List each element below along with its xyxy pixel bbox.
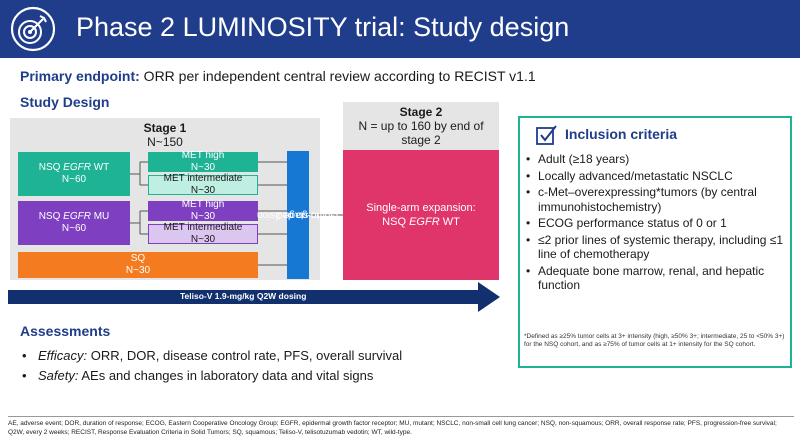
assessment-label: Efficacy: [38, 348, 88, 363]
list-item: Efficacy: ORR, DOR, disease control rate… [20, 346, 500, 366]
subgroup-met-high: MET high N~30 [148, 199, 258, 222]
single-arm-expansion: Single-arm expansion: NSQ EGFR WT [343, 150, 499, 280]
inclusion-criteria-list: Adult (≥18 years) Locally advanced/metas… [524, 152, 788, 295]
subgroup-n: N~30 [190, 234, 216, 245]
cohort-label: NSQ [38, 211, 64, 222]
subgroup-met-high: MET high N~30 [148, 150, 258, 173]
go-no-go-decision: Go/no-go decision to stage 2 [257, 151, 339, 279]
subgroup-label: MET high [181, 199, 225, 210]
abbreviations-footnote: AE, adverse event; DOR, duration of resp… [8, 416, 794, 437]
subgroup-met-intermediate: MET intermediate N~30 [148, 173, 258, 196]
expansion-gene: EGFR [409, 216, 440, 228]
subgroup-n: N~30 [190, 162, 216, 173]
subgroup-met-intermediate: MET intermediate N~30 [148, 222, 258, 245]
list-item: Safety: AEs and changes in laboratory da… [20, 366, 500, 386]
subgroup-n: N~30 [190, 211, 216, 222]
cohort-n: N~60 [61, 174, 87, 185]
subgroup-label: MET intermediate [163, 173, 243, 184]
checkbox-icon [536, 125, 557, 145]
cohort-label: NSQ [38, 162, 64, 173]
stage2-header: Stage 2 N = up to 160 by end of stage 2 [343, 105, 499, 147]
primary-endpoint: Primary endpoint: ORR per independent ce… [20, 68, 536, 84]
expansion-status: WT [439, 216, 460, 228]
page-title: Phase 2 LUMINOSITY trial: Study design [76, 12, 570, 42]
list-item: Locally advanced/metastatic NSCLC [524, 169, 788, 184]
stage1-n: N~150 [147, 135, 183, 149]
subgroup-label: MET high [181, 150, 225, 161]
cohort-nsq-egfr-mu: NSQ EGFR MU N~60 [18, 201, 130, 245]
cohort-sq: SQ N~30 [18, 252, 258, 278]
list-item: ECOG performance status of 0 or 1 [524, 216, 788, 231]
list-item: Adequate bone marrow, renal, and hepatic… [524, 264, 788, 293]
primary-endpoint-label: Primary endpoint: [20, 68, 140, 84]
list-item: Adult (≥18 years) [524, 152, 788, 167]
inclusion-footnote: *Defined as ≥25% tumor cells at 3+ inten… [524, 333, 785, 348]
expansion-cohort: NSQ [382, 216, 410, 228]
list-item: c-Met–overexpressing*tumors (by central … [524, 185, 788, 214]
subgroup-label: MET intermediate [163, 222, 243, 233]
target-icon [10, 6, 56, 52]
assessment-text: AEs and changes in laboratory data and v… [78, 368, 374, 383]
cohort-n: N~30 [125, 265, 151, 276]
expansion-label: Single-arm expansion: [366, 202, 476, 214]
decision-line2: to stage 2 [276, 209, 320, 221]
assessment-text: ORR, DOR, disease control rate, PFS, ove… [87, 348, 403, 363]
dosing-arrow [8, 282, 500, 312]
study-design-heading: Study Design [20, 94, 110, 110]
cohort-n: N~60 [61, 223, 87, 234]
dosing-label: Teliso-V 1.9-mg/kg Q2W dosing [180, 291, 307, 301]
header-bar [0, 0, 800, 58]
cohort-nsq-egfr-wt: NSQ EGFR WT N~60 [18, 152, 130, 196]
assessments-heading: Assessments [20, 323, 111, 339]
stage1-header: Stage 1 N~150 [10, 121, 320, 149]
stage2-n: N = up to 160 by end of stage 2 [358, 119, 484, 147]
cohort-label-status: MU [90, 211, 110, 222]
stage1-title: Stage 1 [143, 121, 187, 135]
assessments-list: Efficacy: ORR, DOR, disease control rate… [20, 346, 500, 386]
cohort-label-gene: EGFR [63, 162, 91, 173]
inclusion-criteria-title: Inclusion criteria [565, 126, 678, 142]
assessment-label: Safety: [38, 368, 79, 383]
stage2-title: Stage 2 [399, 105, 443, 119]
cohort-label-gene: EGFR [63, 211, 91, 222]
list-item: ≤2 prior lines of systemic therapy, incl… [524, 233, 788, 262]
cohort-label-status: WT [90, 162, 110, 173]
primary-endpoint-text: ORR per independent central review accor… [139, 68, 536, 84]
subgroup-n: N~30 [190, 185, 216, 196]
cohort-label: SQ [130, 253, 146, 264]
